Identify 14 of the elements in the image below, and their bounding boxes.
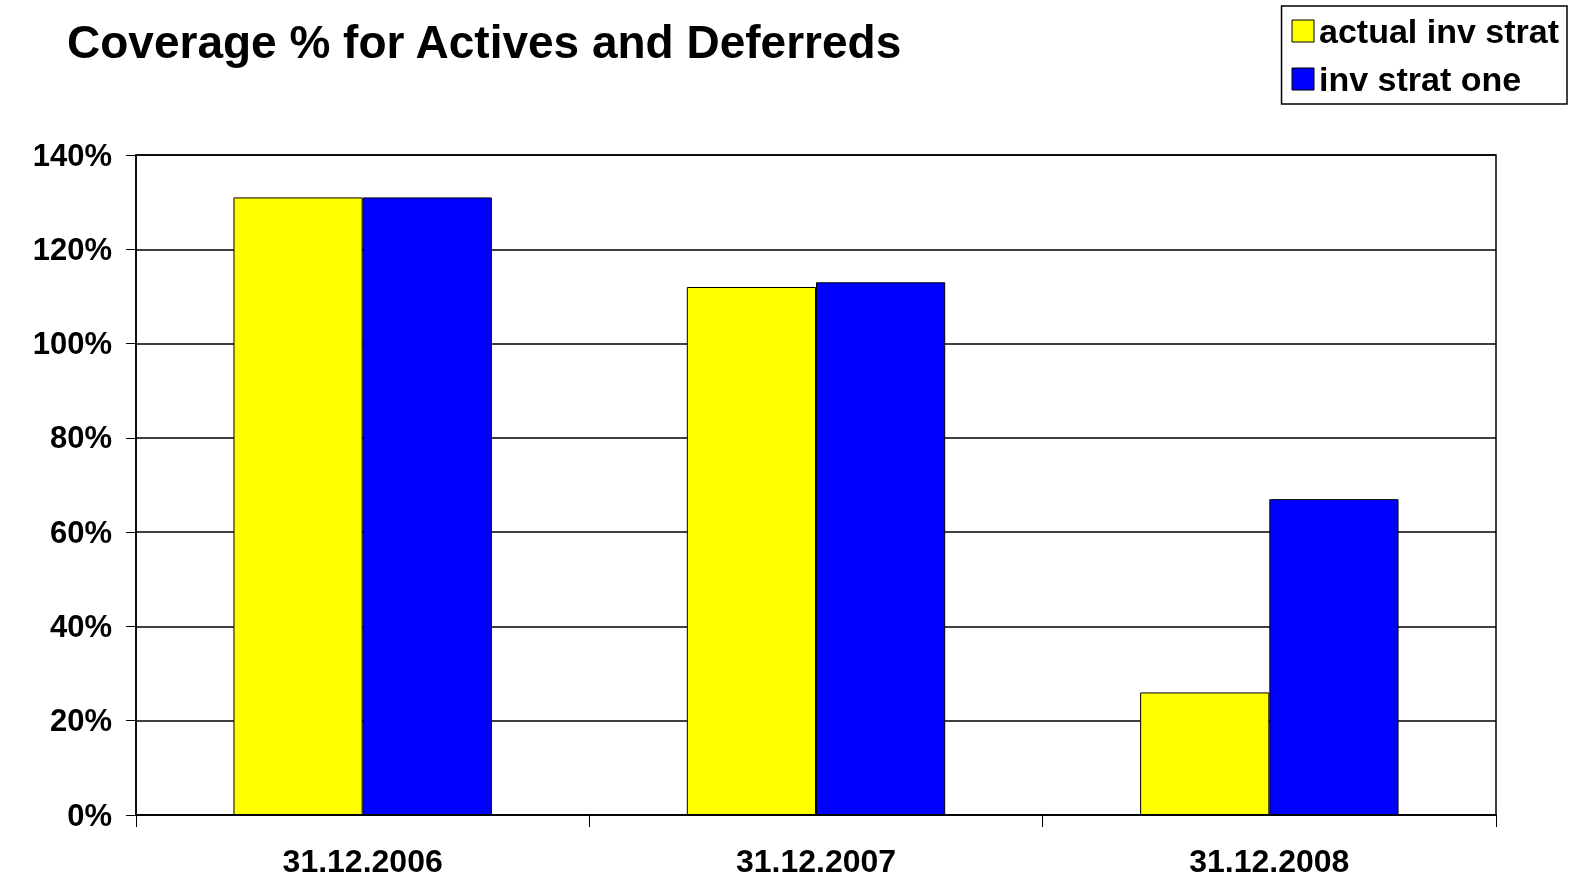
y-tick-label: 40% [49,608,112,644]
legend-label: actual inv strat [1319,12,1560,50]
x-tick-label: 31.12.2008 [1189,843,1350,879]
y-tick-label: 60% [49,514,112,550]
y-tick-label: 100% [32,326,112,362]
chart-title: Coverage % for Actives and Deferreds [67,16,902,68]
legend-label: inv strat one [1319,60,1522,98]
y-tick-label: 20% [49,703,112,739]
x-tick-label: 31.12.2007 [735,843,897,879]
y-tick-label: 80% [49,420,112,456]
y-tick-label: 120% [32,231,112,267]
y-tick-label: 0% [67,797,112,833]
y-tick-label: 140% [32,137,112,173]
x-tick-label: 31.12.2006 [282,843,443,879]
